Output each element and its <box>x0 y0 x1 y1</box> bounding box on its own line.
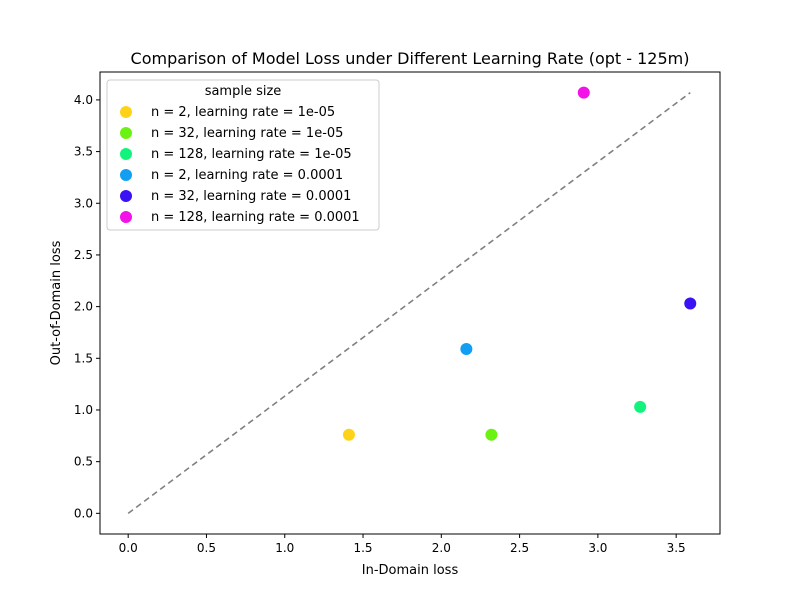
x-axis: 0.0 0.5 1.0 1.5 2.0 2.5 3.0 3.5 <box>119 534 686 555</box>
data-points <box>342 86 697 441</box>
y-tick-label: 3.0 <box>74 196 93 210</box>
data-point-3 <box>460 342 473 355</box>
y-tick-label: 2.5 <box>74 248 93 262</box>
legend-title: sample size <box>205 84 282 99</box>
legend-entry-label: n = 32, learning rate = 1e-05 <box>151 126 343 141</box>
y-axis-label: Out-of-Domain loss <box>49 240 64 365</box>
x-tick-label: 3.5 <box>667 541 686 555</box>
y-tick-label: 2.0 <box>74 300 93 314</box>
legend-entry-label: n = 128, learning rate = 1e-05 <box>151 147 352 162</box>
data-point-1 <box>485 428 498 441</box>
legend-entry-label: n = 2, learning rate = 1e-05 <box>151 105 335 120</box>
x-tick-label: 1.5 <box>353 541 372 555</box>
legend-entry-label: n = 32, learning rate = 0.0001 <box>151 189 351 204</box>
y-tick-label: 3.5 <box>74 145 93 159</box>
data-point-4 <box>684 297 697 310</box>
y-tick-label: 0.5 <box>74 455 93 469</box>
legend-frame <box>106 79 380 231</box>
y-tick-label: 1.5 <box>74 351 93 365</box>
x-axis-label: In-Domain loss <box>362 563 459 578</box>
y-axis: 0.0 0.5 1.0 1.5 2.0 2.5 3.0 3.5 4.0 <box>74 93 100 520</box>
legend-items: n = 2, learning rate = 1e-05 n = 32, lear… <box>120 105 360 225</box>
reference-diagonal-line <box>127 92 691 514</box>
y-tick-label: 4.0 <box>74 93 93 107</box>
y-tick-label: 1.0 <box>74 403 93 417</box>
legend-marker <box>120 106 132 118</box>
x-tick-label: 2.5 <box>510 541 529 555</box>
plot-area <box>99 71 721 535</box>
legend-entry-label: n = 2, learning rate = 0.0001 <box>151 168 343 183</box>
x-tick-label: 0.5 <box>197 541 216 555</box>
x-tick-label: 0.0 <box>119 541 138 555</box>
legend-entry-label: n = 128, learning rate = 0.0001 <box>151 210 360 225</box>
data-point-2 <box>634 400 647 413</box>
legend: sample size n = 2, learning rate = 1e-05… <box>106 79 380 231</box>
data-point-0 <box>342 428 355 441</box>
x-tick-label: 1.0 <box>275 541 294 555</box>
y-tick-label: 0.0 <box>74 506 93 520</box>
x-tick-label: 3.0 <box>588 541 607 555</box>
x-tick-label: 2.0 <box>432 541 451 555</box>
legend-marker <box>120 127 132 139</box>
legend-marker <box>120 169 132 181</box>
data-point-5 <box>577 86 590 99</box>
chart-title: Comparison of Model Loss under Different… <box>131 49 690 68</box>
legend-marker <box>120 190 132 202</box>
legend-marker <box>120 148 132 160</box>
legend-marker <box>120 211 132 223</box>
